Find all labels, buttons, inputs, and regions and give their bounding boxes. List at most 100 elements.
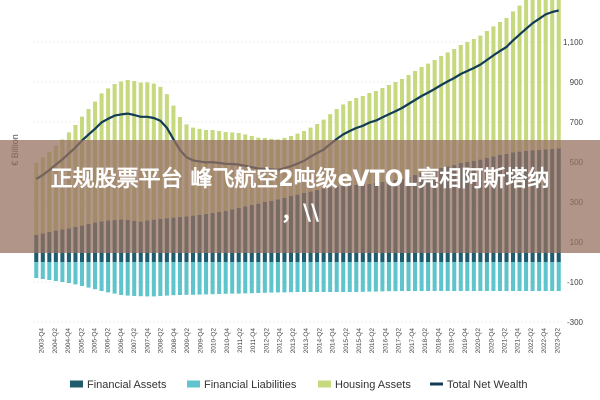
x-tick-label: 2010-Q4 (224, 328, 231, 354)
y-tick-label: 900 (570, 78, 584, 87)
bar-financial-liabilities (373, 262, 378, 292)
bar-housing-assets (399, 79, 405, 179)
bar-financial-liabilities (164, 262, 169, 296)
bar-financial-liabilities (204, 262, 209, 295)
legend-swatch (187, 380, 200, 388)
bar-financial-liabilities (458, 262, 463, 291)
bar-housing-assets (458, 45, 463, 163)
bar-housing-assets (445, 52, 450, 167)
bar-financial-liabilities (321, 262, 326, 292)
bar-housing-assets (484, 31, 489, 158)
x-tick-label: 2006-Q2 (105, 328, 112, 354)
bar-financial-liabilities (112, 262, 117, 294)
bar-housing-assets (373, 91, 378, 183)
bar-financial-liabilities (556, 262, 561, 291)
bar-financial-liabilities (491, 262, 496, 291)
bar-financial-liabilities (504, 262, 509, 291)
bar-financial-liabilities (99, 262, 104, 291)
bar-financial-liabilities (334, 262, 339, 292)
bar-financial-liabilities (40, 262, 45, 279)
bar-financial-liabilities (210, 262, 215, 295)
bar-housing-assets (439, 56, 444, 168)
bar-housing-assets (556, 0, 561, 149)
bar-financial-liabilities (543, 262, 548, 291)
bar-housing-assets (386, 85, 391, 181)
x-tick-label: 2019-Q4 (462, 328, 469, 354)
bar-financial-liabilities (524, 262, 529, 291)
y-tick-label: 700 (570, 118, 584, 127)
bar-financial-liabilities (530, 262, 535, 291)
bar-financial-liabilities (452, 262, 457, 291)
bar-financial-liabilities (60, 262, 65, 282)
x-tick-label: 2016-Q4 (382, 328, 389, 354)
bar-housing-assets (491, 26, 496, 157)
x-tick-label: 2013-Q2 (290, 328, 297, 354)
bar-financial-liabilities (236, 262, 241, 294)
legend-label: Financial Liabilities (204, 379, 297, 391)
bar-financial-liabilities (79, 262, 85, 286)
bar-financial-liabilities (34, 262, 39, 278)
bar-financial-liabilities (537, 262, 542, 291)
bar-financial-liabilities (510, 262, 516, 291)
bar-financial-liabilities (249, 262, 254, 294)
bar-housing-assets (510, 11, 516, 153)
x-axis-ticks: 2003-Q4 2004-Q2 2004-Q4 2005-Q2 2005-Q4 2006-… (39, 328, 562, 354)
bar-financial-liabilities (406, 262, 411, 291)
x-tick-label: 2015-Q2 (343, 328, 350, 354)
bar-financial-liabilities (197, 262, 202, 295)
x-tick-label: 2005-Q2 (78, 328, 85, 354)
bar-financial-liabilities (471, 262, 476, 291)
bar-financial-liabilities (550, 262, 555, 291)
bar-financial-liabilities (465, 262, 470, 291)
bar-financial-liabilities (217, 262, 222, 294)
x-tick-label: 2013-Q4 (303, 328, 310, 354)
bar-housing-assets (380, 88, 385, 182)
legend-swatch (318, 380, 331, 388)
bar-financial-liabilities (66, 262, 71, 283)
bar-housing-assets (537, 0, 542, 150)
x-tick-label: 2011-Q2 (237, 328, 244, 353)
x-tick-label: 2018-Q2 (422, 328, 429, 354)
x-tick-label: 2004-Q4 (65, 328, 72, 354)
bar-financial-liabilities (288, 262, 293, 293)
bar-financial-liabilities (354, 262, 359, 292)
x-tick-label: 2014-Q4 (330, 328, 337, 354)
x-tick-label: 2005-Q4 (92, 328, 99, 354)
x-tick-label: 2021-Q4 (515, 328, 522, 354)
y-tick-label: -300 (567, 318, 584, 327)
bar-financial-liabilities (282, 262, 287, 293)
bar-financial-liabilities (243, 262, 248, 294)
bar-financial-liabilities (517, 262, 522, 291)
bar-financial-liabilities (262, 262, 267, 293)
bar-financial-liabilities (275, 262, 280, 293)
bar-housing-assets (419, 67, 424, 173)
bar-housing-assets (497, 22, 502, 155)
bar-financial-liabilities (73, 262, 78, 285)
bar-financial-liabilities (413, 262, 418, 291)
x-tick-label: 2008-Q2 (158, 328, 165, 354)
bar-housing-assets (471, 39, 476, 161)
bar-financial-liabilities (223, 262, 228, 294)
x-tick-label: 2020-Q4 (488, 328, 495, 354)
bar-financial-liabilities (295, 262, 300, 292)
bar-housing-assets (465, 42, 470, 162)
bar-housing-assets (524, 0, 529, 151)
bar-housing-assets (530, 0, 535, 151)
overlay-banner-line-1: 正规股票平台 峰飞航空2吨级eVTOL亮相阿斯塔纳 (50, 167, 550, 192)
x-tick-label: 2007-Q2 (131, 328, 138, 354)
bar-financial-liabilities (341, 262, 346, 292)
bar-housing-assets (406, 75, 411, 177)
bar-housing-assets (367, 93, 372, 184)
bar-financial-liabilities (132, 262, 137, 296)
bar-financial-liabilities (445, 262, 450, 291)
bar-financial-liabilities (308, 262, 313, 292)
bar-financial-liabilities (53, 262, 58, 281)
legend: Financial Assets Financial Liabilities Hou… (70, 379, 528, 391)
legend-swatch (70, 380, 83, 388)
x-tick-label: 2012-Q2 (263, 328, 270, 354)
x-tick-label: 2015-Q4 (356, 328, 363, 354)
bar-financial-liabilities (432, 262, 437, 291)
x-tick-label: 2012-Q4 (277, 328, 284, 354)
x-tick-label: 2017-Q4 (409, 328, 416, 354)
y-tick-label: -100 (567, 278, 584, 287)
